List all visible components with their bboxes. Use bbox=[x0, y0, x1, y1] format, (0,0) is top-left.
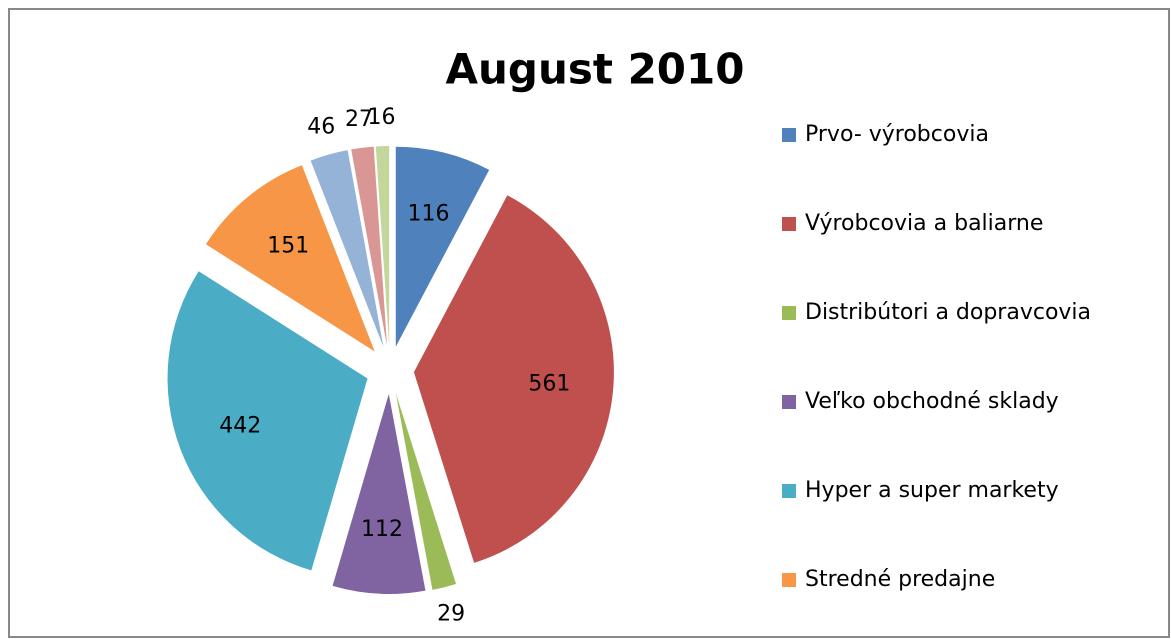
data-label: 561 bbox=[528, 371, 570, 396]
legend-label: Hyper a super markety bbox=[805, 478, 1059, 503]
legend-label: Výrobcovia a baliarne bbox=[805, 211, 1043, 236]
pie-slice bbox=[351, 146, 388, 347]
chart-title: August 2010 bbox=[446, 45, 745, 94]
data-label: 112 bbox=[361, 517, 403, 542]
legend-swatch bbox=[782, 573, 796, 587]
pie-slice bbox=[310, 150, 384, 347]
legend-label: Veľko obchodné sklady bbox=[805, 389, 1059, 414]
pie-slice bbox=[332, 393, 426, 594]
pie-slice bbox=[167, 271, 368, 571]
data-label: 442 bbox=[219, 413, 261, 438]
legend-label: Stredné predajne bbox=[805, 567, 995, 592]
legend-swatch bbox=[782, 484, 796, 498]
data-label: 27 bbox=[345, 107, 373, 132]
legend-swatch bbox=[782, 395, 796, 409]
legend-label: Prvo- výrobcovia bbox=[805, 122, 989, 147]
data-label: 16 bbox=[368, 105, 396, 130]
legend-label: Distribútori a dopravcovia bbox=[805, 300, 1091, 325]
legend-swatch bbox=[782, 217, 796, 231]
data-label: 46 bbox=[307, 115, 335, 140]
pie-slice bbox=[395, 393, 457, 590]
data-label: 29 bbox=[437, 601, 465, 626]
pie-slice bbox=[395, 146, 490, 347]
pie-slice bbox=[205, 165, 375, 352]
pie-slice bbox=[413, 195, 614, 563]
data-label: 151 bbox=[267, 234, 309, 259]
pie-slice bbox=[375, 146, 390, 347]
data-label: 116 bbox=[407, 202, 449, 227]
legend-swatch bbox=[782, 306, 796, 320]
legend-swatch bbox=[782, 128, 796, 142]
